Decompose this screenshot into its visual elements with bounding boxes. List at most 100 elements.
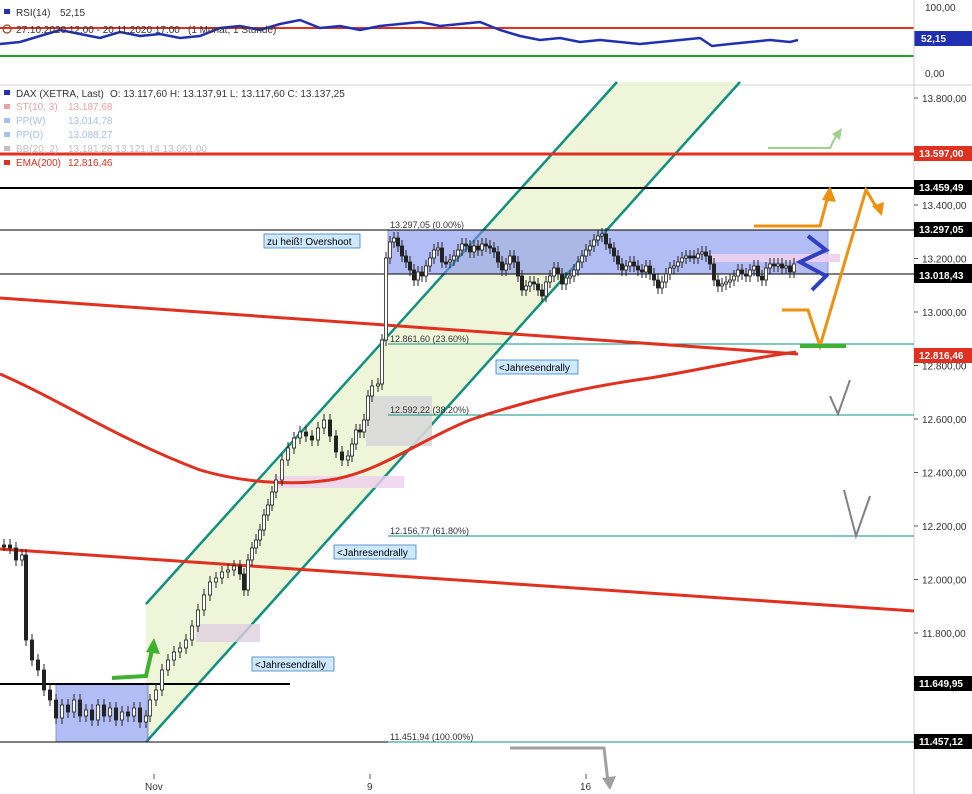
- candle-body: [60, 704, 65, 719]
- candle-body: [365, 395, 370, 421]
- candle-body: [700, 251, 705, 255]
- candle-body: [387, 241, 392, 259]
- indicator-swatch-3: [4, 146, 10, 151]
- candle-body: [580, 255, 585, 263]
- indicator-name-2: PP(D): [16, 130, 43, 141]
- candle-body: [584, 249, 589, 257]
- annotation-box-1: [495, 359, 579, 375]
- level-badges: 13.597,0013.459,4913.297,0513.137,2513.0…: [914, 146, 972, 749]
- candle-body: [285, 447, 290, 461]
- candle-body: [84, 709, 89, 717]
- rsi-line: [0, 18, 799, 48]
- candle-body: [195, 609, 200, 627]
- level-badge-2: 13.297,05: [919, 225, 964, 236]
- candle-body: [784, 265, 789, 269]
- pivot-zone-4: [710, 254, 840, 262]
- annotations: zu heiß! Overshoot <Jahresendrally <Jahr…: [251, 233, 579, 672]
- date-range: 27.10.2020 12:00 - 20.11.2020 17:00: [16, 25, 180, 36]
- candle-body: [548, 275, 553, 283]
- x-tick-16: 16: [580, 782, 592, 793]
- candle-body: [620, 263, 625, 271]
- rsi-background: [0, 0, 914, 84]
- candle-body: [463, 243, 468, 247]
- candle-body: [532, 281, 537, 285]
- blue-zigzag: [795, 234, 830, 292]
- candle-body: [309, 435, 314, 441]
- indicator-swatch-2: [4, 132, 10, 137]
- price-ohlc: O: 13.117,60 H: 13.137,91 L: 13.117,60 C…: [110, 89, 345, 100]
- y-tick-3: 13.200,00: [922, 255, 967, 266]
- candle-body: [273, 479, 278, 493]
- level-badge-1: 13.459,49: [919, 183, 964, 194]
- annotation-box-3: [251, 656, 335, 672]
- candle-body: [131, 707, 136, 717]
- x-tick-nov: Nov: [145, 782, 163, 793]
- fib-label-23: 12.861,60 (23.60%): [390, 334, 469, 344]
- candle-body: [524, 285, 529, 291]
- orange-arrowhead-1: [822, 186, 836, 202]
- candle-body: [321, 419, 326, 429]
- indicator-name-1: PP(W): [16, 116, 45, 127]
- pivot-zone-1: [366, 396, 432, 446]
- candle-body: [435, 247, 440, 251]
- candle-body: [624, 265, 629, 271]
- candle-body: [475, 245, 480, 251]
- candle-body: [257, 529, 262, 541]
- candle-body: [648, 265, 653, 275]
- candle-body: [345, 455, 350, 461]
- candle-body: [395, 237, 400, 247]
- candle-body: [183, 639, 188, 649]
- candle-body: [512, 255, 517, 263]
- candle-body: [213, 577, 218, 583]
- level-badge-0: 13.597,00: [919, 149, 964, 160]
- candle-body: [333, 435, 338, 453]
- candle-body: [375, 383, 380, 387]
- candle-body: [479, 243, 484, 251]
- candle-body: [680, 257, 685, 263]
- candle-body: [159, 669, 164, 691]
- candle-body: [379, 339, 384, 385]
- indicator-value-4: 12.816,46: [68, 158, 113, 169]
- candle-body: [652, 273, 657, 281]
- annotation-jahresendrally-2: <Jahresendrally: [337, 548, 408, 559]
- candle-body: [471, 245, 476, 253]
- candle-body: [780, 263, 785, 269]
- candle-body: [207, 581, 212, 596]
- orange-arrowhead-2: [872, 202, 884, 216]
- candle-body: [78, 699, 83, 717]
- x-axis: Nov 9 16: [145, 774, 592, 793]
- price-legend-swatch: [4, 90, 10, 95]
- fib-labels: 13.297,05 (0.00%) 12.861,60 (23.60%) 12.…: [390, 220, 473, 742]
- candle-body: [720, 283, 725, 287]
- candle-body: [171, 651, 176, 661]
- candle-body: [219, 571, 224, 579]
- y-tick-5: 12.800,00: [922, 362, 967, 373]
- pivot-zone-2: [196, 624, 260, 642]
- candle-body: [712, 263, 717, 281]
- pivot-zone-3: [274, 476, 404, 488]
- candle-body: [201, 594, 206, 611]
- grey-down-arrow: [510, 746, 610, 783]
- candle-body: [600, 233, 605, 237]
- fib-label-61: 12.156,77 (61.80%): [390, 526, 469, 536]
- clock-icon: [2, 24, 12, 34]
- ema200-curve: [0, 350, 797, 485]
- candle-body: [756, 265, 761, 277]
- candle-body: [636, 265, 641, 271]
- candle-body: [126, 711, 131, 717]
- candle-body: [676, 261, 681, 267]
- candle-body: [467, 245, 472, 253]
- y-tick-7: 12.400,00: [922, 469, 967, 480]
- indicator-swatch-0: [4, 104, 10, 109]
- fib-label-0: 13.297,05 (0.00%): [390, 220, 464, 230]
- candle-body: [361, 419, 366, 433]
- candle-body: [640, 269, 645, 273]
- candle-body: [696, 253, 701, 259]
- green-arrow: [111, 649, 154, 680]
- candle-body: [544, 281, 549, 297]
- candle-body: [732, 275, 737, 281]
- candle-body: [752, 265, 757, 271]
- candle-body: [672, 265, 677, 269]
- level-badge-6: 11.649,95: [919, 679, 963, 690]
- candles: [2, 228, 797, 728]
